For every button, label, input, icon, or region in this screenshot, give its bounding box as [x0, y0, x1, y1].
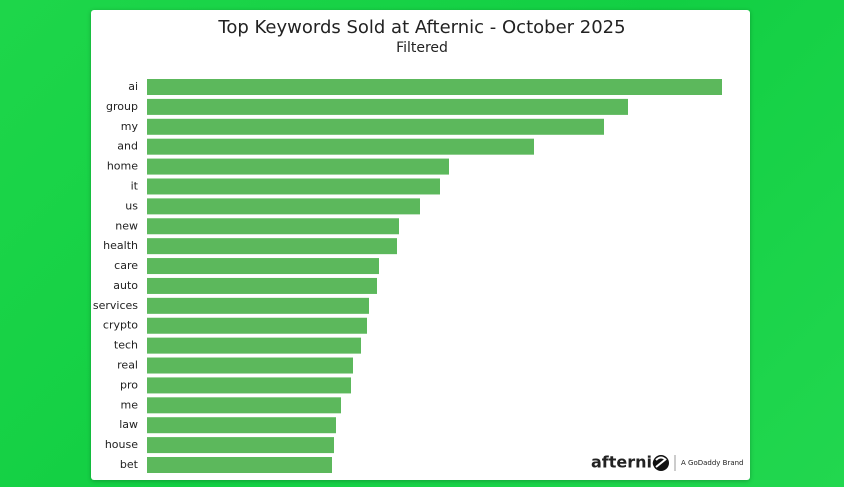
chart-title: Top Keywords Sold at Afternic - October … — [217, 17, 625, 38]
bar — [147, 258, 379, 275]
chart-subtitle: Filtered — [396, 40, 448, 56]
bar — [147, 397, 341, 414]
logo: afternic — [591, 453, 662, 472]
y-tick-label: care — [114, 259, 138, 272]
y-tick-label: us — [125, 199, 138, 212]
y-tick-label: ai — [128, 80, 138, 93]
bar — [147, 79, 722, 95]
bar — [147, 98, 628, 115]
bar — [147, 138, 534, 155]
y-tick-label: crypto — [103, 319, 138, 332]
bar — [147, 437, 334, 454]
bar — [147, 457, 332, 473]
bar — [147, 178, 440, 195]
y-tick-label: me — [121, 398, 139, 411]
y-tick-label: it — [131, 179, 139, 192]
bar — [147, 198, 420, 215]
bar — [147, 238, 397, 255]
y-tick-label: pro — [120, 378, 138, 391]
y-tick-label: health — [103, 239, 138, 252]
y-tick-label: tech — [114, 339, 138, 352]
bar — [147, 218, 399, 235]
y-tick-label: group — [106, 100, 138, 113]
y-tick-label: bet — [120, 458, 139, 471]
bar — [147, 357, 353, 374]
y-tick-label: law — [119, 418, 138, 431]
bar — [147, 377, 351, 394]
y-tick-label: auto — [113, 279, 138, 292]
y-tick-label: and — [117, 140, 138, 153]
y-tick-label: house — [105, 438, 138, 451]
bar — [147, 337, 361, 354]
bar — [147, 297, 369, 314]
y-tick-label: my — [121, 120, 139, 133]
bar — [147, 277, 377, 294]
y-tick-label: new — [115, 219, 138, 232]
y-tick-label: home — [107, 160, 138, 173]
bar — [147, 118, 604, 135]
y-tick-label: services — [93, 299, 138, 312]
tagline: A GoDaddy Brand — [681, 459, 744, 467]
bar — [147, 417, 336, 434]
bar — [147, 158, 449, 175]
bar — [147, 317, 367, 334]
logo-icon — [653, 455, 669, 471]
y-tick-label: real — [117, 359, 138, 372]
